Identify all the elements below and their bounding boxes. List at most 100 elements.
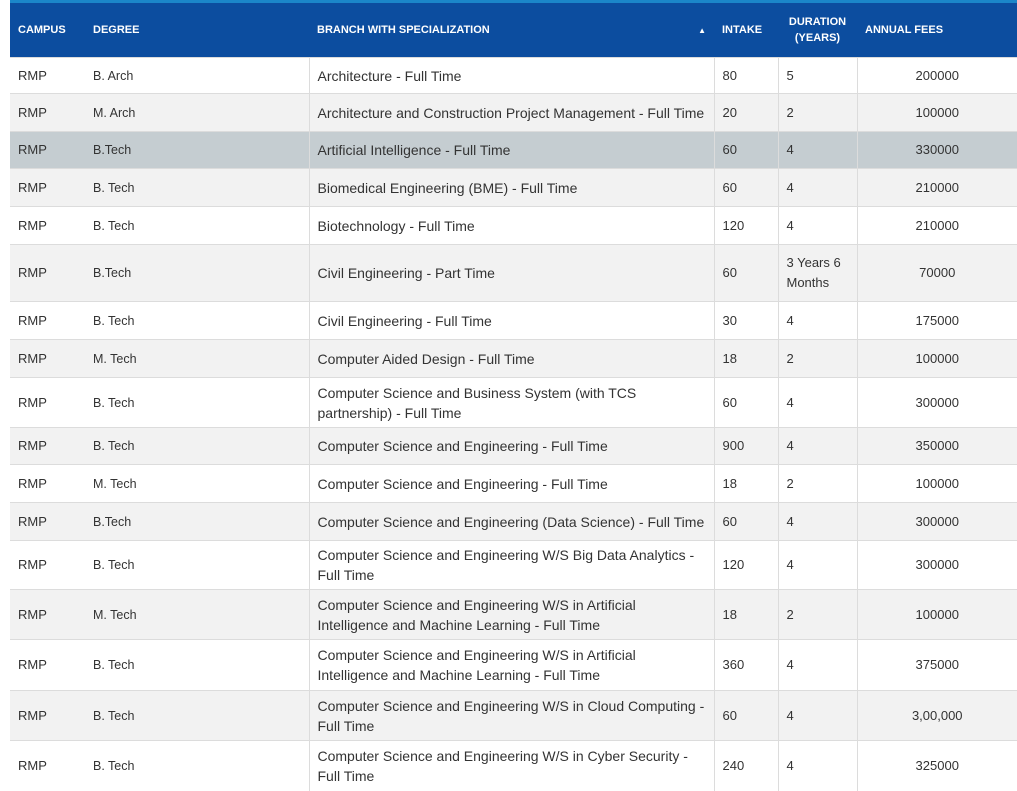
table-row: RMP B. Tech Computer Science and Business … (10, 377, 1017, 428)
table-cell: 210000 (856, 168, 1017, 207)
table-cell: 5 (777, 57, 857, 94)
table-cell: 20 (713, 93, 778, 132)
table-cell: RMP (10, 740, 85, 791)
table-cell: B. Tech (85, 206, 309, 245)
table-cell: Computer Science and Engineering W/S in … (308, 690, 714, 741)
table-cell: 300000 (856, 377, 1017, 428)
table-cell: B. Tech (85, 740, 309, 791)
table-cell: Civil Engineering - Part Time (308, 244, 714, 302)
table-cell: Computer Science and Engineering W/S in … (308, 589, 714, 640)
table-cell: 60 (713, 131, 778, 169)
table-cell: 360 (713, 639, 778, 691)
table-cell: 60 (713, 502, 778, 541)
table-cell: RMP (10, 244, 85, 302)
table-cell: B.Tech (85, 502, 309, 541)
table-cell: RMP (10, 301, 85, 340)
table-cell: RMP (10, 131, 85, 169)
table-cell: 4 (777, 690, 857, 741)
header-cell[interactable]: ▲ BRANCH WITH SPECIALIZATION (309, 0, 714, 58)
table-row: RMP B. Tech Biomedical Engineering (BME) -… (10, 168, 1017, 207)
table-cell: 100000 (856, 339, 1017, 378)
table-cell: 175000 (856, 301, 1017, 340)
table-row: RMP M. Arch Architecture and Construction … (10, 93, 1017, 132)
table-cell: RMP (10, 589, 85, 640)
table-row: RMP M. Tech Computer Science and Engineeri… (10, 464, 1017, 503)
table-cell: 4 (777, 301, 857, 340)
table-row: RMP B. Tech Civil Engineering - Full Time 3… (10, 301, 1017, 340)
table-cell: 4 (777, 377, 857, 428)
table-cell: 120 (713, 206, 778, 245)
table-row: RMP M. Tech Computer Aided Design - Full T… (10, 339, 1017, 378)
table-cell: Architecture and Construction Project Ma… (308, 93, 714, 132)
table-cell: B. Tech (85, 301, 309, 340)
table-cell: 2 (777, 339, 857, 378)
table-cell: 60 (713, 244, 778, 302)
table-cell: 18 (713, 589, 778, 640)
table-cell: Computer Science and Engineering - Full … (308, 464, 714, 503)
table-cell: Computer Aided Design - Full Time (308, 339, 714, 378)
table-cell: Computer Science and Engineering W/S in … (308, 740, 714, 791)
table-cell: M. Tech (85, 339, 309, 378)
table-cell: 4 (777, 427, 857, 465)
table-cell: M. Arch (85, 93, 309, 132)
header-cell[interactable]: DURATION (YEARS) (778, 0, 857, 58)
table-cell: 375000 (856, 639, 1017, 691)
table-cell: 60 (713, 377, 778, 428)
table-cell: 18 (713, 464, 778, 503)
table-cell: 2 (777, 464, 857, 503)
header-cell[interactable]: CAMPUS (10, 0, 85, 58)
table-cell: 300000 (856, 502, 1017, 541)
header-text: BRANCH WITH SPECIALIZATION (317, 23, 490, 36)
table-row: RMP B. Tech Computer Science and Engineeri… (10, 639, 1017, 691)
table-cell: 60 (713, 690, 778, 741)
table-cell: RMP (10, 540, 85, 590)
table-cell: Computer Science and Engineering - Full … (308, 427, 714, 465)
table-cell: 350000 (856, 427, 1017, 465)
table-cell: Architecture - Full Time (308, 57, 714, 94)
table-cell: 4 (777, 740, 857, 791)
table-cell: Biomedical Engineering (BME) - Full Time (308, 168, 714, 207)
table-cell: RMP (10, 57, 85, 94)
table-cell: Computer Science and Engineering W/S Big… (308, 540, 714, 590)
table-cell: M. Tech (85, 464, 309, 503)
table-body: RMP B. Arch Architecture - Full Time 80 5 200… (10, 57, 1017, 791)
table-cell: RMP (10, 93, 85, 132)
table-cell: 330000 (856, 131, 1017, 169)
table-cell: 18 (713, 339, 778, 378)
table-cell: Computer Science and Engineering (Data S… (308, 502, 714, 541)
table-cell: B. Tech (85, 377, 309, 428)
table-cell: 2 (777, 93, 857, 132)
table-cell: RMP (10, 427, 85, 465)
table-cell: 120 (713, 540, 778, 590)
table-cell: RMP (10, 690, 85, 741)
header-cell[interactable]: DEGREE (85, 0, 309, 58)
table-cell: 80 (713, 57, 778, 94)
table-cell: 70000 (856, 244, 1017, 302)
header-cell[interactable]: INTAKE (714, 0, 778, 58)
table-cell: 100000 (856, 464, 1017, 503)
table-cell: B.Tech (85, 131, 309, 169)
table-cell: RMP (10, 339, 85, 378)
fees-table: CAMPUS DEGREE ▲ BRANCH WITH SPECIALIZATIO… (10, 0, 1017, 791)
table-row: RMP B. Tech Computer Science and Engineeri… (10, 740, 1017, 791)
table-row: RMP M. Tech Computer Science and Engineeri… (10, 589, 1017, 640)
table-cell: Computer Science and Business System (wi… (308, 377, 714, 428)
table-cell: 100000 (856, 93, 1017, 132)
header-cell[interactable]: ANNUAL FEES (857, 0, 1017, 58)
table-cell: 900 (713, 427, 778, 465)
table-cell: 2 (777, 589, 857, 640)
table-cell: 300000 (856, 540, 1017, 590)
table-cell: RMP (10, 206, 85, 245)
table-cell: 4 (777, 131, 857, 169)
table-cell: M. Tech (85, 589, 309, 640)
table-row: RMP B. Tech Computer Science and Engineeri… (10, 690, 1017, 741)
table-cell: B. Tech (85, 690, 309, 741)
table-cell: Civil Engineering - Full Time (308, 301, 714, 340)
table-cell: Artificial Intelligence - Full Time (308, 131, 714, 169)
table-cell: B. Tech (85, 168, 309, 207)
table-cell: B. Tech (85, 639, 309, 691)
table-cell: B.Tech (85, 244, 309, 302)
table-cell: 3 Years 6 Months (777, 244, 857, 302)
table-cell: B. Arch (85, 57, 309, 94)
